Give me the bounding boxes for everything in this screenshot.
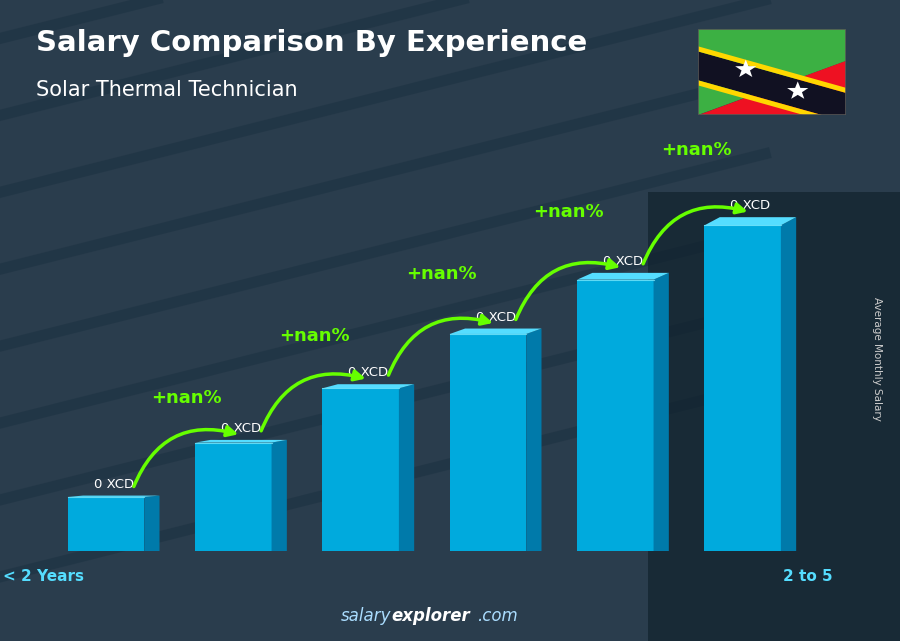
Polygon shape: [698, 29, 846, 115]
Text: 0 XCD: 0 XCD: [730, 199, 770, 212]
Text: +nan%: +nan%: [406, 265, 477, 283]
Text: 0 XCD: 0 XCD: [94, 478, 134, 491]
Text: 0 XCD: 0 XCD: [220, 422, 261, 435]
Text: 0 XCD: 0 XCD: [475, 311, 516, 324]
Text: salary: salary: [341, 607, 392, 625]
Polygon shape: [698, 51, 846, 122]
Polygon shape: [399, 384, 414, 551]
Polygon shape: [450, 334, 526, 551]
Polygon shape: [735, 60, 756, 77]
Polygon shape: [698, 61, 846, 115]
Polygon shape: [272, 440, 287, 551]
Polygon shape: [788, 81, 808, 99]
Text: 0 XCD: 0 XCD: [348, 366, 389, 379]
Polygon shape: [705, 217, 796, 226]
Polygon shape: [322, 388, 399, 551]
Polygon shape: [322, 384, 414, 388]
Text: +nan%: +nan%: [534, 203, 604, 221]
Polygon shape: [781, 217, 797, 551]
Text: Salary Comparison By Experience: Salary Comparison By Experience: [36, 29, 587, 57]
Polygon shape: [653, 273, 669, 551]
Polygon shape: [526, 329, 542, 551]
Text: 2 to 5: 2 to 5: [782, 569, 833, 585]
Text: .com: .com: [477, 607, 517, 625]
Text: Average Monthly Salary: Average Monthly Salary: [872, 297, 883, 421]
Text: explorer: explorer: [392, 607, 470, 625]
Text: +nan%: +nan%: [661, 140, 732, 158]
Polygon shape: [450, 329, 542, 334]
Polygon shape: [577, 273, 669, 279]
Polygon shape: [144, 495, 159, 551]
Polygon shape: [698, 80, 846, 127]
Polygon shape: [577, 279, 653, 551]
Polygon shape: [195, 440, 287, 443]
Polygon shape: [68, 495, 159, 497]
Text: Solar Thermal Technician: Solar Thermal Technician: [36, 80, 298, 100]
Polygon shape: [705, 226, 781, 551]
Text: +nan%: +nan%: [279, 327, 349, 345]
Text: < 2 Years: < 2 Years: [3, 569, 84, 585]
Polygon shape: [68, 497, 144, 551]
Text: 0 XCD: 0 XCD: [603, 255, 643, 268]
Text: +nan%: +nan%: [151, 389, 222, 407]
Polygon shape: [698, 46, 846, 93]
Polygon shape: [195, 443, 272, 551]
